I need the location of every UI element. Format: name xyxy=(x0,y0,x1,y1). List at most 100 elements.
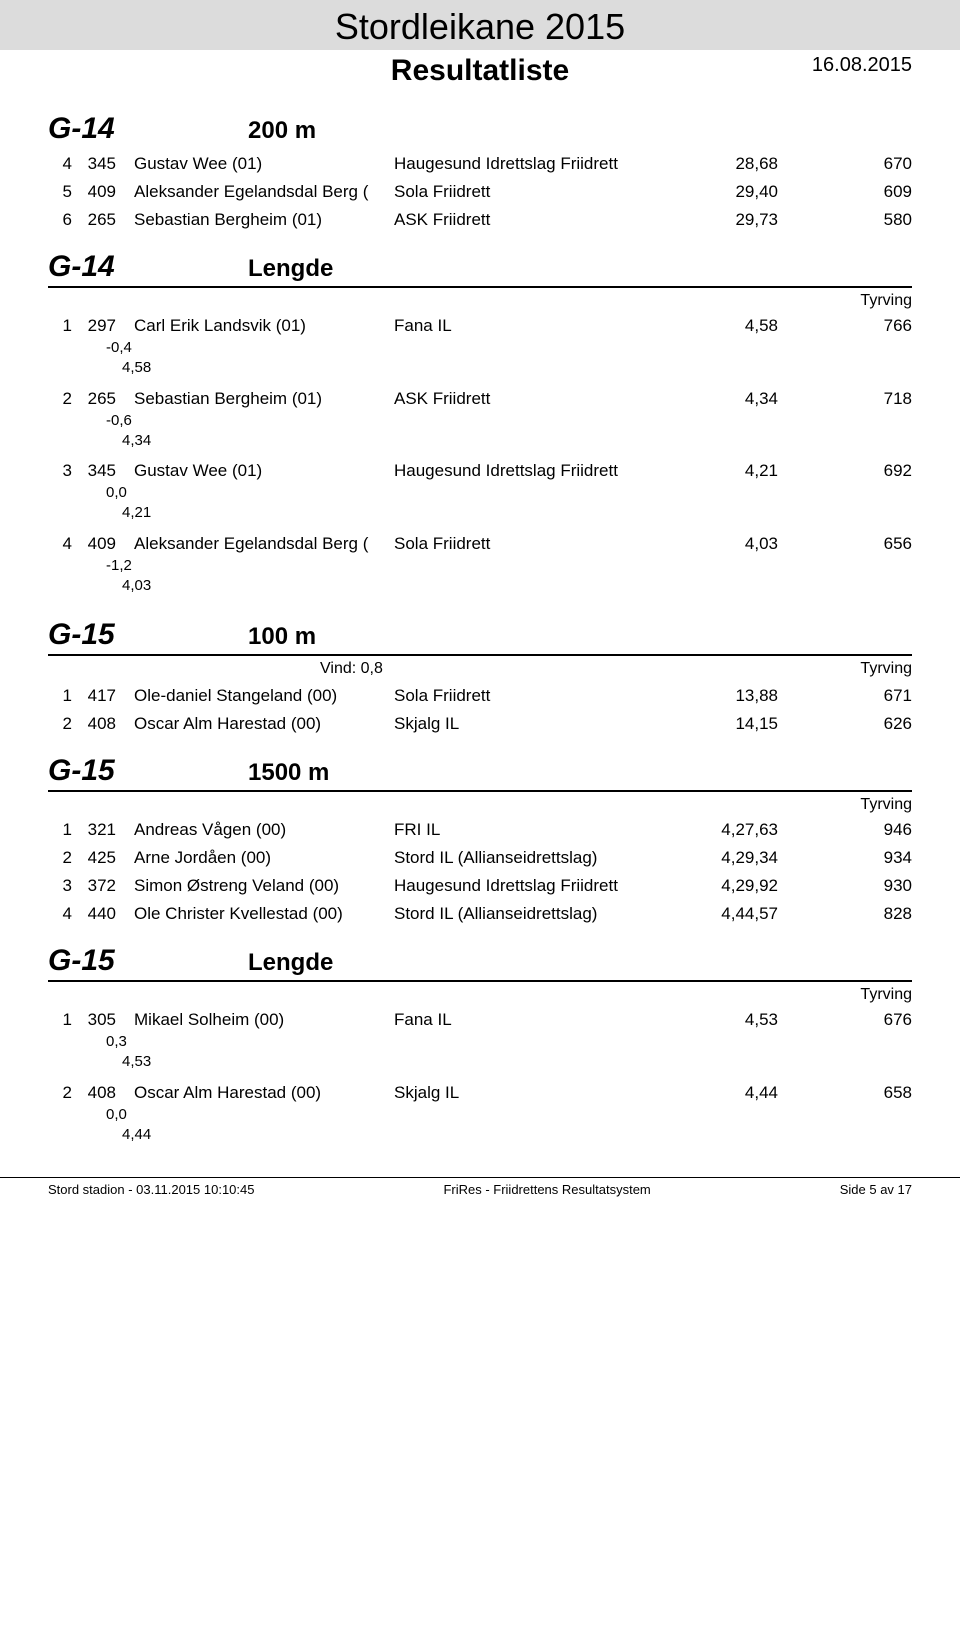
athlete-name: Sebastian Bergheim (01) xyxy=(126,210,394,230)
athlete-name: Aleksander Egelandsdal Berg ( xyxy=(126,182,394,202)
tyrving-header: Tyrving xyxy=(832,660,912,678)
age-group: G-14 xyxy=(48,250,248,284)
sections-container: G-14200 m4345Gustav Wee (01)Haugesund Id… xyxy=(48,112,912,1149)
club-name: Sola Friidrett xyxy=(394,182,658,202)
tyrving-header: Tyrving xyxy=(832,796,912,814)
bib-number: 409 xyxy=(72,182,126,202)
athlete-name: Oscar Alm Harestad (00) xyxy=(126,714,394,734)
result-section: G-14200 m4345Gustav Wee (01)Haugesund Id… xyxy=(48,112,912,232)
points-value: 656 xyxy=(778,534,912,554)
page-footer: Stord stadion - 03.11.2015 10:10:45 FriR… xyxy=(0,1177,960,1211)
club-name: Haugesund Idrettslag Friidrett xyxy=(394,876,658,896)
position: 4 xyxy=(48,904,72,924)
result-row: 2408Oscar Alm Harestad (00)Skjalg IL4,44… xyxy=(48,1077,912,1105)
main-title: Stordleikane 2015 xyxy=(0,0,960,50)
result-row: 2408Oscar Alm Harestad (00)Skjalg IL14,1… xyxy=(48,708,912,736)
points-value: 828 xyxy=(778,904,912,924)
club-name: Fana IL xyxy=(394,1010,658,1030)
athlete-name: Ole Christer Kvellestad (00) xyxy=(126,904,394,924)
result-row: 6265Sebastian Bergheim (01)ASK Friidrett… xyxy=(48,204,912,232)
athlete-name: Mikael Solheim (00) xyxy=(126,1010,394,1030)
club-name: Stord IL (Allianseidrettslag) xyxy=(394,848,658,868)
points-value: 609 xyxy=(778,182,912,202)
bib-number: 408 xyxy=(72,1083,126,1103)
athlete-name: Simon Østreng Veland (00) xyxy=(126,876,394,896)
club-name: Haugesund Idrettslag Friidrett xyxy=(394,154,658,174)
athlete-name: Aleksander Egelandsdal Berg ( xyxy=(126,534,394,554)
points-value: 670 xyxy=(778,154,912,174)
position: 2 xyxy=(48,848,72,868)
wind-reading: 0,0 xyxy=(48,1105,912,1125)
footer-right: Side 5 av 17 xyxy=(840,1182,912,1197)
bib-number: 297 xyxy=(72,316,126,336)
age-group: G-14 xyxy=(48,112,248,146)
position: 6 xyxy=(48,210,72,230)
result-section: G-151500 m Tyrving 1321Andreas Vågen (00)F… xyxy=(48,754,912,926)
footer-center: FriRes - Friidrettens Resultatsystem xyxy=(443,1182,650,1197)
result-value: 4,03 xyxy=(658,534,778,554)
tyrving-row: Tyrving xyxy=(48,288,912,310)
result-value: 4,27,63 xyxy=(658,820,778,840)
page-container: Stordleikane 2015 Resultatliste 16.08.20… xyxy=(0,0,960,1231)
wind-reading: -1,2 xyxy=(48,556,912,576)
report-date: 16.08.2015 xyxy=(812,54,912,77)
section-header: G-14Lengde xyxy=(48,250,912,288)
result-row: 1305Mikael Solheim (00)Fana IL4,53676 xyxy=(48,1004,912,1032)
section-header: G-151500 m xyxy=(48,754,912,792)
club-name: Skjalg IL xyxy=(394,1083,658,1103)
bib-number: 417 xyxy=(72,686,126,706)
result-row: 1417Ole-daniel Stangeland (00)Sola Friid… xyxy=(48,680,912,708)
result-value: 29,40 xyxy=(658,182,778,202)
position: 4 xyxy=(48,534,72,554)
bib-number: 409 xyxy=(72,534,126,554)
result-row: 5409Aleksander Egelandsdal Berg (Sola Fr… xyxy=(48,176,912,204)
attempt-value: 4,53 xyxy=(48,1052,912,1076)
result-row: 3345Gustav Wee (01)Haugesund Idrettslag … xyxy=(48,455,912,483)
tyrving-row: Tyrving xyxy=(48,982,912,1004)
result-value: 4,44,57 xyxy=(658,904,778,924)
age-group: G-15 xyxy=(48,618,248,652)
club-name: FRI IL xyxy=(394,820,658,840)
club-name: Sola Friidrett xyxy=(394,686,658,706)
club-name: Sola Friidrett xyxy=(394,534,658,554)
club-name: Skjalg IL xyxy=(394,714,658,734)
event-name: 100 m xyxy=(248,623,316,651)
result-section: G-14LengdeTyrving1297Carl Erik Landsvik … xyxy=(48,250,912,600)
bib-number: 440 xyxy=(72,904,126,924)
wind-reading: 0,0 xyxy=(48,483,912,503)
result-value: 28,68 xyxy=(658,154,778,174)
event-name: 1500 m xyxy=(248,759,329,787)
subtitle-row: Resultatliste 16.08.2015 xyxy=(48,50,912,94)
section-header: G-15100 m xyxy=(48,618,912,656)
result-row: 4345Gustav Wee (01)Haugesund Idrettslag … xyxy=(48,148,912,176)
position: 1 xyxy=(48,686,72,706)
footer-left: Stord stadion - 03.11.2015 10:10:45 xyxy=(48,1182,254,1197)
result-row: 4409Aleksander Egelandsdal Berg (Sola Fr… xyxy=(48,528,912,556)
event-name: Lengde xyxy=(248,255,333,283)
points-value: 718 xyxy=(778,389,912,409)
club-name: ASK Friidrett xyxy=(394,210,658,230)
result-value: 4,44 xyxy=(658,1083,778,1103)
tyrving-row: Tyrving xyxy=(48,792,912,814)
club-name: Fana IL xyxy=(394,316,658,336)
bib-number: 345 xyxy=(72,461,126,481)
page-header: Stordleikane 2015 Resultatliste 16.08.20… xyxy=(48,0,912,94)
athlete-name: Andreas Vågen (00) xyxy=(126,820,394,840)
athlete-name: Sebastian Bergheim (01) xyxy=(126,389,394,409)
points-value: 766 xyxy=(778,316,912,336)
bib-number: 265 xyxy=(72,389,126,409)
result-value: 29,73 xyxy=(658,210,778,230)
result-value: 4,53 xyxy=(658,1010,778,1030)
result-value: 14,15 xyxy=(658,714,778,734)
points-value: 930 xyxy=(778,876,912,896)
points-value: 946 xyxy=(778,820,912,840)
result-value: 4,34 xyxy=(658,389,778,409)
section-header: G-15Lengde xyxy=(48,944,912,982)
result-row: 3372Simon Østreng Veland (00)Haugesund I… xyxy=(48,870,912,898)
wind-reading: -0,6 xyxy=(48,411,912,431)
bib-number: 321 xyxy=(72,820,126,840)
position: 2 xyxy=(48,714,72,734)
position: 1 xyxy=(48,820,72,840)
bib-number: 425 xyxy=(72,848,126,868)
result-value: 4,29,34 xyxy=(658,848,778,868)
